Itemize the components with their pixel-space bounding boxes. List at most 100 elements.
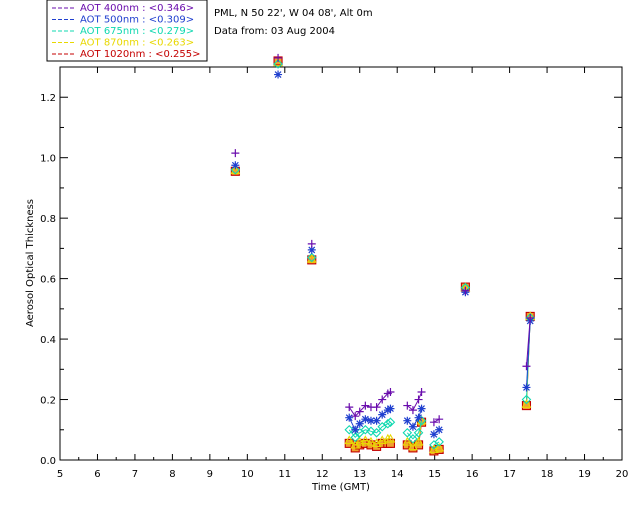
data-point-asterisk (372, 416, 381, 425)
data-point-asterisk (361, 415, 370, 424)
x-tick-label: 15 (428, 469, 441, 480)
data-point-plus (461, 286, 470, 295)
legend-entry: AOT 400nm : <0.346> (80, 3, 194, 14)
location-text: PML, N 50 22', W 04 08', Alt 0m (214, 8, 373, 19)
data-point-triangle (434, 442, 445, 452)
data-point-asterisk (231, 161, 240, 170)
data-point-diamond (366, 426, 376, 437)
data-point-triangle (416, 415, 427, 425)
series-5 (230, 56, 535, 456)
y-tick-label: 0.0 (40, 456, 56, 467)
x-tick-label: 14 (391, 469, 404, 480)
x-tick-label: 18 (541, 469, 554, 480)
data-point-asterisk (345, 413, 354, 422)
data-point-diamond (306, 252, 317, 263)
x-axis: 5 6 7 8 9 10 11 12 13 14 15 16 17 18 19 20 (57, 67, 629, 480)
data-point-triangle (360, 435, 371, 445)
data-point-triangle (408, 441, 418, 451)
data-point-triangle (344, 435, 355, 445)
y-axis-title: Aerosol Optical Thickness (25, 199, 36, 327)
series-4 (230, 57, 536, 454)
data-point-diamond (344, 424, 355, 435)
data-point-diamond (383, 418, 393, 429)
series-1 (231, 53, 535, 427)
series-layer (230, 53, 536, 456)
data-point-triangle (366, 436, 376, 446)
data-point-asterisk (351, 425, 360, 434)
data-point-asterisk (522, 383, 531, 392)
data-point-asterisk (403, 416, 412, 425)
legend-entry: AOT 870nm : <0.263> (80, 38, 194, 49)
x-axis-title: Time (GMT) (311, 482, 370, 493)
data-point-diamond (402, 428, 413, 438)
data-point-asterisk (307, 245, 316, 254)
data-point-triangle (354, 436, 365, 446)
series-3 (230, 59, 535, 450)
data-point-plus (378, 395, 387, 404)
data-point-diamond (521, 394, 532, 405)
series-line (348, 421, 391, 439)
x-tick-label: 7 (132, 469, 138, 480)
legend-entry: AOT 1020nm : <0.255> (80, 49, 200, 60)
x-tick-label: 8 (169, 469, 175, 480)
x-tick-label: 20 (616, 469, 629, 480)
legend-entry: AOT 675nm : <0.279> (80, 26, 194, 37)
data-point-triangle (385, 433, 396, 443)
series-2 (231, 70, 535, 439)
data-point-triangle (413, 436, 424, 446)
data-point-asterisk (386, 404, 395, 413)
y-tick-label: 0.6 (40, 275, 56, 286)
data-point-plus (345, 403, 354, 412)
data-point-plus (386, 387, 395, 396)
y-tick-label: 0.8 (40, 214, 56, 225)
y-axis: 0.0 0.2 0.4 0.6 0.8 1.0 1.2 (40, 66, 622, 467)
series-line (406, 391, 423, 411)
series-line (526, 317, 531, 367)
y-tick-label: 1.2 (40, 93, 56, 104)
data-point-diamond (360, 424, 371, 435)
x-tick-label: 5 (57, 469, 63, 480)
data-point-plus (351, 412, 360, 421)
data-point-diamond (371, 428, 382, 438)
data-point-asterisk (414, 413, 423, 422)
data-point-plus (417, 387, 426, 396)
x-tick-label: 10 (241, 469, 254, 480)
data-point-plus (429, 418, 438, 427)
legend-entry: AOT 500nm : <0.309> (80, 15, 194, 26)
date-text: Data from: 03 Aug 2004 (214, 26, 335, 37)
data-point-asterisk (383, 406, 392, 415)
data-point-diamond (273, 59, 283, 69)
y-tick-label: 0.4 (40, 335, 56, 346)
data-point-asterisk (408, 422, 417, 431)
x-tick-label: 13 (353, 469, 366, 480)
data-point-plus (435, 415, 444, 424)
x-tick-label: 12 (316, 469, 329, 480)
data-point-diamond (408, 434, 418, 444)
data-point-plus (414, 395, 423, 404)
data-point-diamond (385, 417, 396, 427)
data-point-plus (355, 407, 364, 416)
x-tick-label: 19 (578, 469, 591, 480)
data-point-asterisk (429, 430, 438, 439)
data-point-diamond (434, 437, 444, 447)
data-point-plus (361, 401, 370, 410)
data-point-asterisk (366, 416, 375, 425)
data-point-diamond (350, 432, 361, 443)
data-point-asterisk (378, 410, 387, 419)
data-point-triangle (402, 436, 413, 446)
data-point-asterisk (417, 404, 426, 413)
x-tick-label: 9 (207, 469, 213, 480)
legend: AOT 400nm : <0.346>AOT 500nm : <0.309>AO… (46, 0, 208, 62)
series-line (406, 420, 423, 448)
data-point-plus (408, 406, 417, 415)
data-point-triangle (377, 435, 388, 445)
data-point-asterisk (435, 425, 444, 434)
x-tick-label: 11 (278, 469, 291, 480)
x-tick-label: 17 (503, 469, 516, 480)
x-tick-label: 6 (94, 469, 100, 480)
series-line (406, 420, 423, 440)
data-point-plus (403, 401, 412, 410)
data-point-asterisk (274, 70, 283, 79)
x-tick-label: 16 (466, 469, 479, 480)
